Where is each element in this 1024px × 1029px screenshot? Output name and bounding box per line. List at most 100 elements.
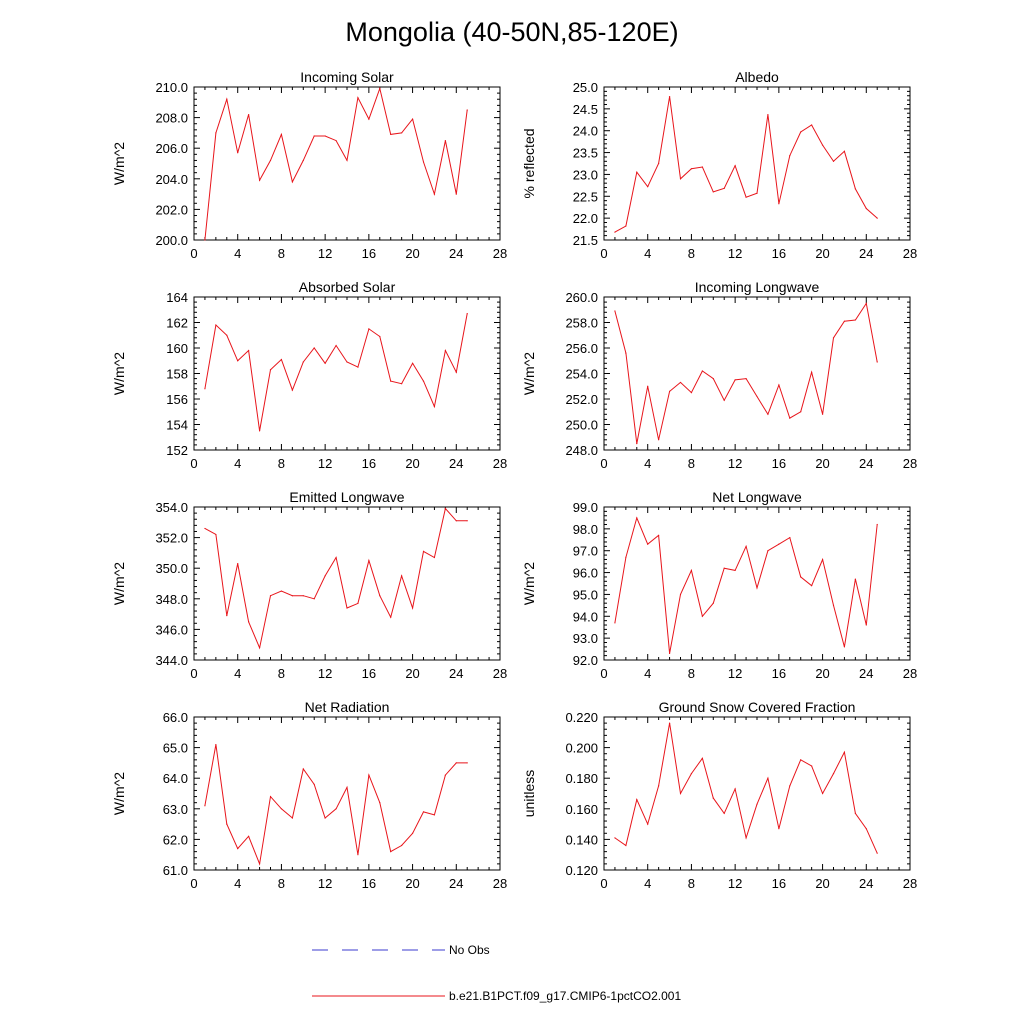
data-point [455, 371, 457, 373]
y-tick-label: 24.5 [573, 102, 598, 117]
x-tick-label: 12 [728, 246, 742, 261]
data-point [821, 144, 824, 146]
plot-frame [603, 86, 911, 241]
data-point [668, 96, 671, 98]
data-point [269, 159, 272, 162]
data-point [433, 406, 436, 408]
x-tick-label: 20 [405, 246, 419, 261]
data-point [401, 383, 403, 385]
data-point [291, 181, 293, 183]
data-point [335, 139, 337, 142]
data-point [368, 774, 370, 776]
data-point [832, 604, 835, 606]
data-point [668, 722, 671, 724]
x-tick-label: 4 [644, 666, 651, 681]
y-tick-label: 162 [166, 316, 188, 331]
data-point [422, 550, 425, 552]
x-tick-label: 28 [903, 876, 917, 891]
data-point [734, 569, 736, 571]
x-tick-label: 4 [234, 876, 241, 891]
data-point [466, 109, 468, 111]
plot-frame [193, 86, 501, 241]
y-tick-label: 64.0 [163, 771, 188, 786]
data-point [401, 575, 403, 577]
data-point [745, 378, 747, 380]
y-tick-label: 97.0 [573, 544, 598, 559]
x-tick-label: 16 [362, 246, 376, 261]
data-point [843, 751, 846, 753]
data-point [734, 165, 736, 167]
x-tick-label: 12 [728, 456, 742, 471]
data-point [854, 812, 856, 814]
y-tick-label: 63.0 [163, 802, 188, 817]
data-point [379, 802, 381, 804]
data-point [466, 762, 468, 764]
y-tick-label: 352.0 [155, 531, 188, 546]
x-tick-label: 28 [493, 456, 507, 471]
data-point [658, 534, 660, 537]
data-point [701, 166, 703, 168]
data-point [701, 757, 703, 759]
data-point [269, 595, 272, 597]
data-point [789, 155, 791, 157]
y-tick-label: 204.0 [155, 172, 188, 187]
x-tick-label: 16 [772, 456, 786, 471]
panel-title: Incoming Longwave [695, 279, 820, 295]
data-point [701, 615, 703, 617]
data-point [679, 381, 682, 384]
data-point [778, 828, 780, 830]
data-point [636, 443, 638, 445]
y-tick-label: 200.0 [155, 233, 188, 248]
y-tick-label: 23.5 [573, 146, 598, 161]
panel-title: Emitted Longwave [289, 489, 404, 505]
data-point [800, 411, 802, 413]
plot-frame [603, 296, 911, 451]
data-point [335, 344, 337, 347]
y-tick-label: 160 [166, 341, 188, 356]
data-point [865, 302, 867, 304]
data-point [767, 413, 769, 415]
data-point [854, 319, 856, 321]
y-tick-label: 23.0 [573, 167, 598, 182]
data-point [379, 335, 381, 338]
chart-panel: Ground Snow Covered Fraction unitless 0 4 8 1… [521, 699, 917, 891]
data-point [433, 556, 436, 559]
y-tick-label: 252.0 [565, 392, 598, 407]
panel-title: Absorbed Solar [299, 279, 396, 295]
data-point [614, 837, 616, 839]
data-point [346, 361, 348, 363]
data-point [614, 310, 616, 312]
data-point [756, 192, 758, 194]
data-point [811, 124, 813, 126]
data-point [215, 533, 217, 536]
y-tick-label: 208.0 [155, 111, 188, 126]
y-axis-label: W/m^2 [111, 562, 127, 605]
x-tick-label: 16 [772, 876, 786, 891]
plot-frame [193, 506, 501, 661]
data-point [843, 646, 846, 648]
x-tick-label: 4 [644, 246, 651, 261]
x-tick-label: 4 [234, 666, 241, 681]
data-point [215, 324, 217, 326]
x-tick-label: 16 [362, 666, 376, 681]
data-point [876, 523, 878, 526]
y-tick-label: 65.0 [163, 741, 188, 756]
x-tick-label: 4 [644, 456, 651, 471]
data-point [756, 395, 758, 398]
data-point [789, 537, 791, 539]
series-line [614, 516, 878, 654]
x-tick-label: 28 [903, 456, 917, 471]
y-tick-label: 0.180 [565, 771, 598, 786]
panel-title: Ground Snow Covered Fraction [659, 699, 856, 715]
x-tick-label: 16 [772, 666, 786, 681]
data-point [411, 832, 414, 834]
data-point [811, 585, 813, 587]
data-point [346, 786, 348, 788]
series-line [614, 96, 878, 233]
y-tick-label: 94.0 [573, 609, 598, 624]
data-point [466, 312, 468, 315]
data-point [280, 808, 283, 810]
data-point [690, 392, 693, 394]
x-tick-label: 12 [318, 666, 332, 681]
